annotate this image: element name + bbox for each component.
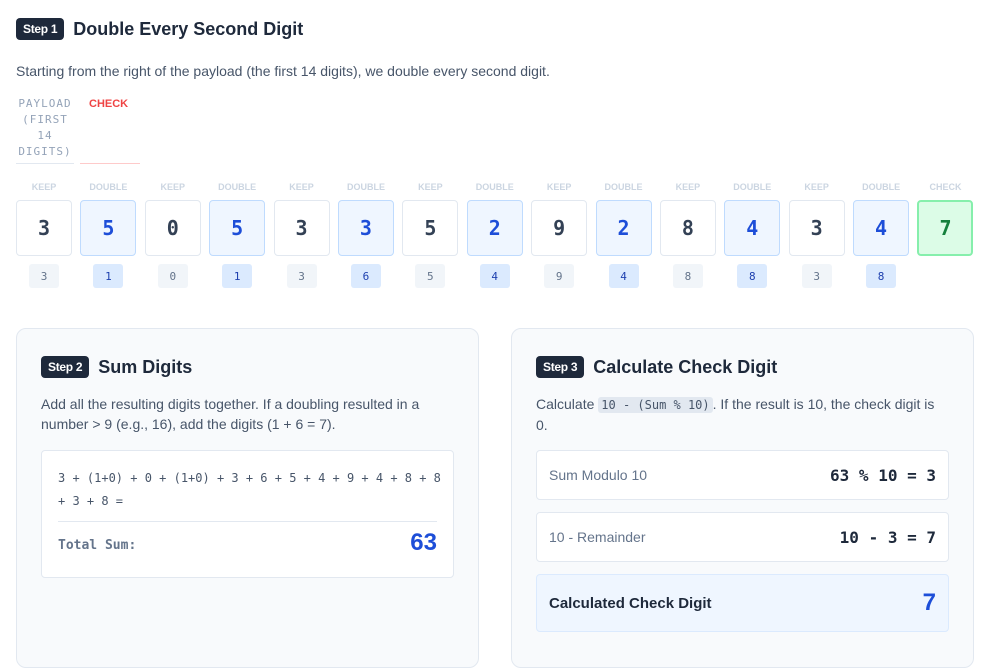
sum-box: 3 + (1+0) + 0 + (1+0) + 3 + 6 + 5 + 4 + … bbox=[41, 450, 454, 578]
step2-card: Step 2 Sum Digits Add all the resulting … bbox=[16, 328, 479, 668]
digit-result: 4 bbox=[479, 264, 510, 288]
digit-cell: 5 bbox=[80, 200, 137, 256]
formula-code: 10 - (Sum % 10) bbox=[598, 397, 713, 413]
digit-column: DOUBLE 4 8 bbox=[724, 182, 781, 288]
digit-result: 8 bbox=[737, 264, 768, 288]
section-title: Calculate Check Digit bbox=[593, 356, 778, 377]
digit-op-label: KEEP bbox=[289, 182, 314, 192]
digit-op-label: DOUBLE bbox=[475, 182, 514, 192]
desc-text: . If the result is 10, the check digit i… bbox=[536, 396, 935, 433]
digit-result: 0 bbox=[157, 264, 188, 288]
row-label: 10 - Remainder bbox=[549, 529, 646, 545]
digit-result: 6 bbox=[350, 264, 381, 288]
digit-cell: 8 bbox=[659, 200, 716, 256]
digit-column: KEEP 5 5 bbox=[402, 182, 459, 288]
digit-op-label: KEEP bbox=[160, 182, 186, 192]
digit-op-label: KEEP bbox=[31, 182, 57, 192]
sum-modulo-row: Sum Modulo 10 63 % 10 = 3 bbox=[536, 450, 949, 500]
digit-column: DOUBLE 2 4 bbox=[466, 182, 523, 288]
digit-cell: 4 bbox=[724, 200, 781, 256]
check-digit-value: 7 bbox=[922, 589, 936, 616]
digit-cell: 3 bbox=[16, 200, 72, 256]
digit-op-label: KEEP bbox=[418, 182, 443, 192]
row-label: Calculated Check Digit bbox=[549, 594, 712, 612]
digit-op-label: DOUBLE bbox=[733, 182, 772, 192]
digit-cell: 3 bbox=[788, 200, 845, 256]
step3-description: Calculate 10 - (Sum % 10). If the result… bbox=[536, 394, 946, 435]
digit-cell: 5 bbox=[209, 200, 266, 256]
digit-result: 3 bbox=[286, 264, 317, 288]
digit-result: 4 bbox=[608, 264, 639, 288]
digit-column: DOUBLE 4 8 bbox=[853, 182, 910, 288]
digit-cell: 9 bbox=[531, 200, 588, 256]
desc-text: Calculate bbox=[536, 396, 599, 412]
digit-cell: 7 bbox=[917, 200, 974, 256]
step-badge: Step 2 bbox=[41, 356, 90, 378]
digit-result: 9 bbox=[544, 264, 575, 288]
digit-column: KEEP 9 9 bbox=[531, 182, 588, 288]
legend-check: CHECK bbox=[80, 96, 140, 164]
step1-description: Starting from the right of the payload (… bbox=[16, 63, 550, 79]
digit-column: DOUBLE 5 1 bbox=[209, 182, 266, 288]
digit-cell: 2 bbox=[466, 200, 523, 256]
row-value: 10 - 3 = 7 bbox=[839, 527, 936, 547]
digit-cell: 4 bbox=[853, 200, 910, 256]
digit-cell: 3 bbox=[273, 200, 330, 256]
digit-column: DOUBLE 2 4 bbox=[595, 182, 652, 288]
digit-column: CHECK 7 bbox=[917, 182, 974, 288]
digit-op-label: DOUBLE bbox=[346, 182, 385, 192]
digit-column: KEEP 8 8 bbox=[659, 182, 716, 288]
digit-column: KEEP 3 3 bbox=[273, 182, 330, 288]
row-value: 63 % 10 = 3 bbox=[830, 465, 936, 485]
digit-result: 3 bbox=[801, 264, 832, 288]
digit-op-label: DOUBLE bbox=[89, 182, 128, 192]
digit-column: KEEP 3 3 bbox=[16, 182, 72, 288]
digit-op-label: KEEP bbox=[546, 182, 572, 192]
step3-card: Step 3 Calculate Check Digit Calculate 1… bbox=[511, 328, 974, 668]
digit-cell: 2 bbox=[595, 200, 652, 256]
row-label: Sum Modulo 10 bbox=[549, 467, 648, 483]
digit-column: KEEP 0 0 bbox=[144, 182, 201, 288]
digit-result: 1 bbox=[93, 264, 124, 288]
digit-column: DOUBLE 5 1 bbox=[80, 182, 137, 288]
digit-column: DOUBLE 3 6 bbox=[337, 182, 394, 288]
digit-column: KEEP 3 3 bbox=[788, 182, 845, 288]
digit-op-label: DOUBLE bbox=[604, 182, 643, 192]
final-check-row: Calculated Check Digit 7 bbox=[536, 574, 949, 632]
legend-payload: PAYLOAD (FIRST 14 DIGITS) bbox=[16, 96, 74, 164]
digit-op-label: KEEP bbox=[804, 182, 829, 192]
step-badge: Step 1 bbox=[16, 18, 65, 40]
digit-op-label: DOUBLE bbox=[862, 182, 901, 192]
sum-expression: 3 + (1+0) + 0 + (1+0) + 3 + 6 + 5 + 4 + … bbox=[58, 471, 441, 508]
digit-cell: 0 bbox=[144, 200, 201, 256]
section-title: Sum Digits bbox=[98, 356, 193, 377]
digit-result: 8 bbox=[866, 264, 897, 288]
digit-result: 8 bbox=[672, 264, 703, 288]
digit-result: 1 bbox=[222, 264, 253, 288]
total-value: 63 bbox=[410, 529, 437, 556]
digit-op-label: KEEP bbox=[675, 182, 701, 192]
step2-description: Add all the resulting digits together. I… bbox=[41, 396, 420, 432]
digit-op-label: CHECK bbox=[929, 182, 962, 192]
digit-result: 5 bbox=[415, 264, 446, 288]
step1-header: Step 1 Double Every Second Digit bbox=[16, 18, 303, 40]
section-title: Double Every Second Digit bbox=[73, 18, 304, 39]
step-badge: Step 3 bbox=[536, 356, 585, 378]
digit-op-label: DOUBLE bbox=[218, 182, 257, 192]
digit-cell: 3 bbox=[337, 200, 394, 256]
remainder-row: 10 - Remainder 10 - 3 = 7 bbox=[536, 512, 949, 562]
digit-cell: 5 bbox=[402, 200, 459, 256]
total-label: Total Sum: bbox=[58, 538, 137, 553]
digit-result: 3 bbox=[29, 264, 59, 288]
